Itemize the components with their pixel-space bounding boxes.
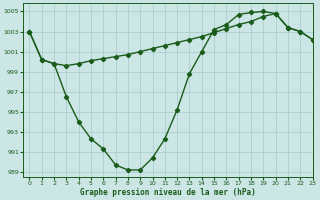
X-axis label: Graphe pression niveau de la mer (hPa): Graphe pression niveau de la mer (hPa): [80, 188, 256, 197]
